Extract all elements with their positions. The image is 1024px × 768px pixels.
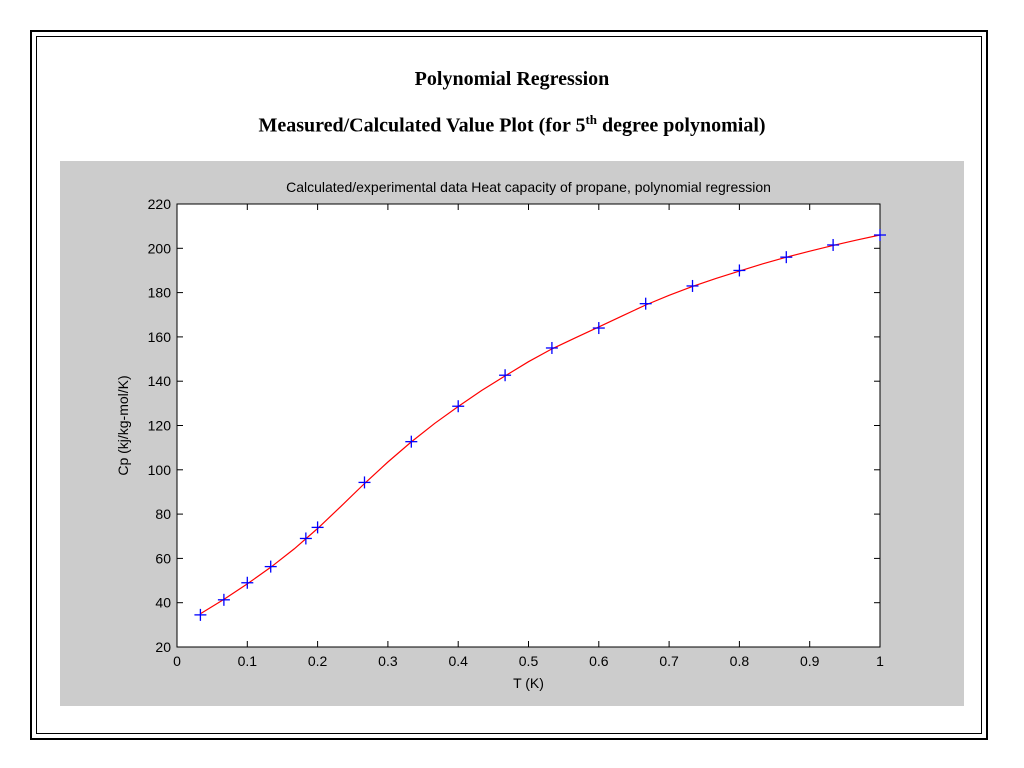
x-tick-label: 0.4 [448,653,468,669]
measured-point [217,593,230,606]
measured-point [194,608,207,621]
measured-point [780,251,793,264]
measured-point [452,400,465,413]
slide-subtitle: Measured/Calculated Value Plot (for 5th … [0,112,1024,138]
y-tick-label: 160 [148,329,172,345]
x-tick-label: 0.5 [519,653,539,669]
y-tick-label: 200 [148,240,172,256]
y-tick-label: 20 [155,639,171,655]
measured-point [499,369,512,382]
measured-point [874,229,886,242]
fit-line [200,234,881,615]
x-tick-label: 0.9 [800,653,820,669]
y-axis-label: Cp (kj/kg-mol/K) [115,375,131,475]
measured-point [827,238,840,251]
fit-line-group [200,234,881,615]
slide-title: Polynomial Regression [414,68,610,90]
y-tick-label: 180 [148,285,172,301]
measured-markers-group [194,229,886,621]
y-tick-label: 220 [148,196,172,212]
x-axis-label: T (K) [513,675,544,691]
measured-point [686,279,699,292]
slide-subtitle-prefix: Measured/Calculated Value Plot (for 5 [258,114,586,137]
x-tick-label: 0.6 [589,653,609,669]
plot-area [176,203,881,648]
chart-title: Calculated/experimental data Heat capaci… [286,179,771,195]
x-tick-label: 0.2 [308,653,328,669]
slide-subtitle-suffix: degree polynomial) [597,114,766,137]
x-tick-label: 0.7 [659,653,679,669]
measured-point [358,476,371,489]
slide-frame-inner [36,36,982,734]
slide-frame-outer [30,30,988,740]
measured-point [405,435,418,448]
axis-ticks: 0 0.1 0.2 0.3 0.4 0.5 0.6 0.7 0.8 0.9 120406080100… [148,196,884,669]
y-tick-label: 100 [148,462,172,478]
x-tick-label: 0.3 [378,653,398,669]
y-tick-label: 60 [155,550,171,566]
x-tick-label: 1 [876,653,884,669]
measured-point [639,297,652,310]
x-tick-label: 0 [173,653,181,669]
y-tick-label: 120 [148,418,172,434]
x-tick-label: 0.8 [730,653,750,669]
x-tick-label: 0.1 [238,653,258,669]
measured-point [311,521,324,534]
y-tick-label: 80 [155,506,171,522]
measured-point [733,264,746,277]
y-tick-label: 40 [155,595,171,611]
y-tick-label: 140 [148,373,172,389]
measured-point [264,560,277,573]
measured-point [241,576,254,589]
measured-point [545,341,558,354]
slide-subtitle-sup: th [585,112,598,127]
measured-point [592,322,605,335]
measured-point [299,532,312,545]
